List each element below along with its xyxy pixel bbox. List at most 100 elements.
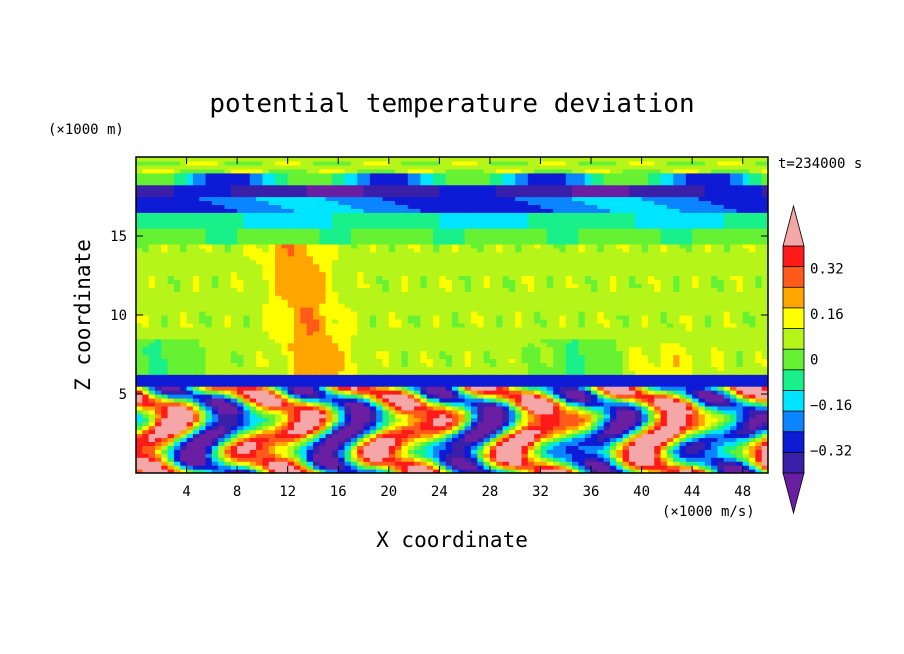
heatmap-cell: [445, 330, 453, 336]
heatmap-cell: [647, 378, 655, 383]
heatmap-cell: [439, 318, 447, 324]
heatmap-cell: [489, 338, 497, 344]
heatmap-cell: [464, 394, 472, 399]
heatmap-cell: [578, 287, 586, 292]
heatmap-cell: [224, 405, 232, 411]
heatmap-cell: [401, 405, 409, 411]
heatmap-cell: [312, 354, 320, 360]
heatmap-cell: [173, 303, 181, 308]
heatmap-cell: [312, 441, 320, 446]
heatmap-cell: [414, 413, 421, 419]
heatmap-cell: [628, 453, 636, 458]
heatmap-cell: [660, 445, 668, 450]
heatmap-cell: [357, 405, 365, 411]
heatmap-cell: [382, 453, 390, 458]
heatmap-cell: [578, 397, 586, 403]
heatmap-cell: [711, 405, 719, 411]
heatmap-cell: [660, 441, 668, 446]
heatmap-cell: [154, 334, 162, 340]
heatmap-cell: [565, 370, 573, 375]
heatmap-cell: [211, 417, 219, 423]
heatmap-cell: [401, 287, 409, 292]
heatmap-cell: [401, 311, 409, 316]
heatmap-cell: [483, 330, 491, 336]
heatmap-cell: [470, 275, 478, 281]
heatmap-cell: [483, 409, 491, 415]
heatmap-cell: [369, 322, 377, 328]
heatmap-cell: [610, 366, 617, 371]
heatmap-cell: [230, 330, 238, 336]
heatmap-cell: [673, 326, 681, 332]
heatmap-cell: [654, 362, 662, 367]
heatmap-cell: [395, 417, 403, 423]
heatmap-cell: [363, 457, 371, 462]
heatmap-cell: [717, 433, 725, 439]
heatmap-cell: [553, 394, 561, 399]
heatmap-cell: [610, 465, 617, 470]
heatmap-cell: [647, 429, 655, 435]
heatmap-cell: [730, 350, 737, 356]
heatmap-cell: [534, 299, 542, 304]
heatmap-cell: [136, 461, 143, 466]
heatmap-cell: [186, 275, 194, 281]
heatmap-cell: [603, 390, 611, 395]
heatmap-cell: [628, 287, 636, 292]
heatmap-cell: [730, 307, 737, 312]
heatmap-cell: [268, 350, 276, 356]
heatmap-cell: [180, 386, 188, 391]
heatmap-cell: [521, 409, 529, 415]
heatmap-cell: [654, 441, 662, 446]
heatmap-cell: [414, 405, 421, 411]
heatmap-cell: [395, 330, 403, 336]
heatmap-cell: [256, 315, 263, 320]
heatmap-cell: [730, 437, 737, 442]
heatmap-cell: [268, 322, 276, 328]
heatmap-cell: [679, 279, 687, 284]
heatmap-cell: [350, 409, 358, 415]
heatmap-cell: [458, 445, 466, 450]
heatmap-cell: [199, 401, 207, 407]
heatmap-cell: [369, 421, 377, 427]
heatmap-cell: [540, 453, 548, 458]
heatmap-cell: [654, 358, 662, 363]
heatmap-cell: [243, 315, 251, 320]
heatmap-cell: [540, 386, 548, 391]
heatmap-cell: [540, 394, 548, 399]
heatmap-cell: [660, 453, 668, 458]
heatmap-cell: [730, 358, 737, 363]
heatmap-cell: [433, 457, 440, 462]
heatmap-cell: [262, 275, 270, 281]
heatmap-cell: [420, 370, 428, 375]
heatmap-cell: [673, 386, 681, 391]
heatmap-cell: [704, 334, 712, 340]
heatmap-cell: [736, 374, 744, 379]
heatmap-cell: [249, 362, 257, 367]
heatmap-cell: [401, 457, 409, 462]
heatmap-cell: [401, 374, 409, 379]
heatmap-cell: [749, 433, 756, 439]
heatmap-cell: [603, 465, 611, 470]
heatmap-cell: [262, 362, 270, 367]
heatmap-cell: [230, 401, 238, 407]
heatmap-cell: [205, 338, 213, 344]
heatmap-cell: [464, 346, 472, 352]
heatmap-cell: [142, 370, 150, 375]
heatmap-cell: [452, 433, 459, 439]
heatmap-cell: [136, 338, 143, 344]
heatmap-cell: [534, 394, 542, 399]
heatmap-cell: [723, 374, 731, 379]
heatmap-cell: [477, 275, 485, 281]
heatmap-cell: [692, 382, 700, 387]
heatmap-cell: [458, 299, 466, 304]
heatmap-cell: [180, 378, 188, 383]
heatmap-cell: [395, 338, 403, 344]
heatmap-cell: [502, 299, 510, 304]
heatmap-cell: [534, 405, 542, 411]
heatmap-cell: [660, 330, 668, 336]
heatmap-cell: [136, 421, 143, 427]
heatmap-cell: [199, 409, 207, 415]
heatmap-cell: [641, 409, 649, 415]
heatmap-cell: [319, 429, 327, 435]
heatmap-cell: [515, 409, 523, 415]
heatmap-cell: [483, 291, 491, 296]
